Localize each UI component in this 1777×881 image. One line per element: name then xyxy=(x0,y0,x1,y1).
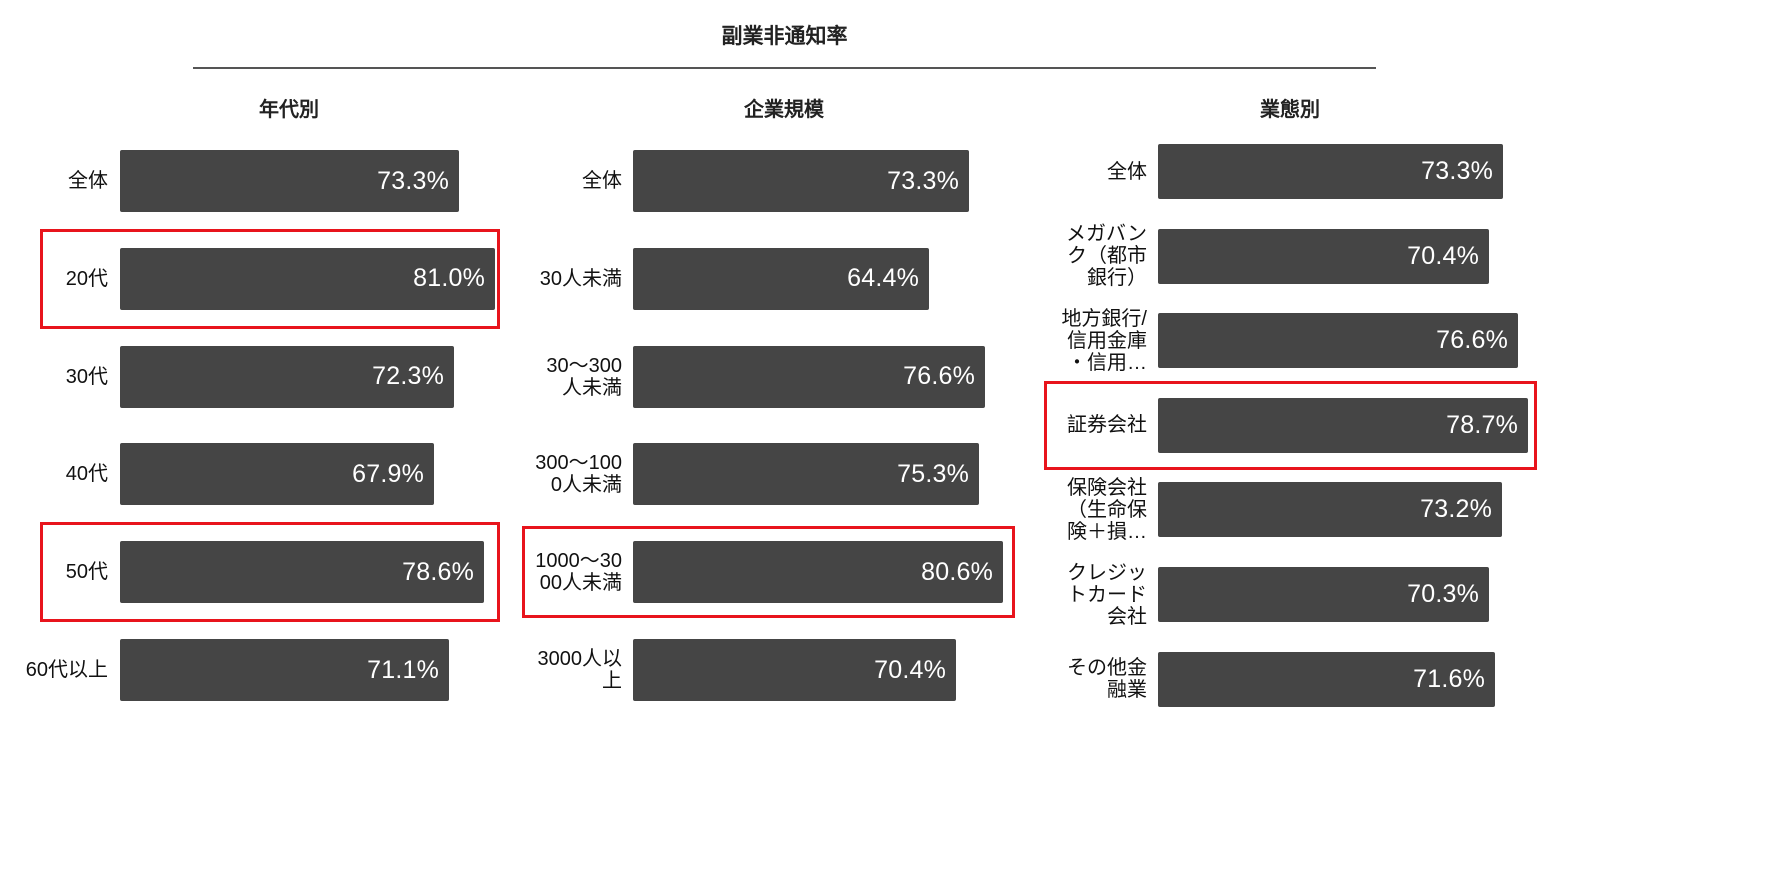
chart-title: 副業非通知率 xyxy=(721,23,848,48)
category-label: メガバン ク（都市 銀行） xyxy=(1037,223,1147,289)
category-label: 保険会社 （生命保 険＋損… xyxy=(1037,477,1147,543)
bar-value-label: 64.4% xyxy=(847,264,919,293)
category-label: 50代 xyxy=(0,541,108,603)
bar: 67.9% xyxy=(120,443,434,506)
bar-value-label: 78.6% xyxy=(402,557,474,586)
bar: 71.1% xyxy=(120,639,449,701)
category-label: 3000人以 上 xyxy=(512,639,623,701)
category-label-text: 保険会社 （生命保 険＋損… xyxy=(1067,476,1147,543)
category-label-text: 30人未満 xyxy=(539,267,622,290)
bar-value-label: 76.6% xyxy=(1436,326,1508,355)
bar-value-label: 72.3% xyxy=(372,362,444,391)
category-label: 30人未満 xyxy=(512,248,622,310)
bar-value-label: 70.4% xyxy=(1407,241,1479,270)
bar: 76.6% xyxy=(633,345,985,408)
bar: 75.3% xyxy=(633,443,979,506)
category-label-text: 全体 xyxy=(1107,160,1147,183)
category-label: 地方銀行/ 信用金庫 ・信用… xyxy=(1037,308,1147,374)
title-divider xyxy=(193,67,1376,69)
bar-value-label: 70.3% xyxy=(1407,580,1479,608)
panel-title: 企業規模 xyxy=(744,97,824,121)
bar-value-label: 75.3% xyxy=(897,459,969,488)
bar: 64.4% xyxy=(633,247,929,310)
category-label-text: 20代 xyxy=(65,267,108,290)
bar: 76.6% xyxy=(1158,313,1518,369)
category-label: 全体 xyxy=(0,150,108,212)
bar: 72.3% xyxy=(120,345,454,408)
bar: 73.3% xyxy=(1158,144,1503,199)
category-label: 60代以上 xyxy=(0,639,108,701)
category-label: 全体 xyxy=(1037,144,1147,199)
category-label: 30代 xyxy=(0,346,108,408)
bar-value-label: 81.0% xyxy=(413,264,485,293)
bar: 81.0% xyxy=(120,247,495,310)
bar: 73.3% xyxy=(120,150,459,212)
panel-title: 年代別 xyxy=(259,97,319,121)
bar-value-label: 71.6% xyxy=(1413,664,1485,693)
category-label: 30〜300 人未満 xyxy=(512,346,622,408)
category-label-text: 60代以上 xyxy=(25,659,108,681)
bar-value-label: 73.3% xyxy=(1421,157,1493,185)
category-label-text: 30代 xyxy=(65,365,108,388)
category-label: クレジッ トカード 会社 xyxy=(1037,562,1147,628)
category-label: 40代 xyxy=(0,443,108,505)
category-label-text: 全体 xyxy=(582,170,622,192)
panel-title: 業態別 xyxy=(1260,97,1320,121)
bar: 78.7% xyxy=(1158,397,1528,453)
category-label-text: 全体 xyxy=(68,170,108,192)
category-label: 20代 xyxy=(0,248,108,310)
category-label-text: その他金 融業 xyxy=(1067,657,1147,702)
category-label-text: クレジッ トカード 会社 xyxy=(1067,561,1147,628)
bar-value-label: 73.3% xyxy=(377,166,449,195)
bar: 80.6% xyxy=(633,541,1003,604)
bar: 71.6% xyxy=(1158,651,1495,707)
bar-value-label: 80.6% xyxy=(921,557,993,586)
bar-value-label: 73.3% xyxy=(887,166,959,195)
category-label: 証券会社 xyxy=(1037,398,1147,453)
category-label-text: 地方銀行/ 信用金庫 ・信用… xyxy=(1061,307,1147,374)
bar: 70.4% xyxy=(1158,228,1489,284)
category-label-text: 50代 xyxy=(65,561,108,584)
category-label-text: 300〜100 0人未満 xyxy=(535,452,622,497)
bar: 70.4% xyxy=(633,639,956,701)
category-label: 全体 xyxy=(512,150,622,212)
category-label-text: 証券会社 xyxy=(1067,414,1147,437)
category-label: その他金 融業 xyxy=(1037,652,1147,707)
bar-value-label: 70.4% xyxy=(874,655,946,684)
category-label-text: 40代 xyxy=(65,463,108,486)
bar-value-label: 78.7% xyxy=(1446,410,1518,439)
category-label-text: メガバン ク（都市 銀行） xyxy=(1066,223,1147,290)
bar-value-label: 71.1% xyxy=(367,655,439,684)
bar: 73.2% xyxy=(1158,482,1502,538)
bar: 78.6% xyxy=(120,541,484,604)
bar-value-label: 67.9% xyxy=(352,459,424,488)
category-label: 300〜100 0人未満 xyxy=(512,443,622,505)
bar-value-label: 73.2% xyxy=(1420,495,1492,524)
category-label: 1000〜30 00人未満 xyxy=(512,541,622,603)
bar: 70.3% xyxy=(1158,567,1489,622)
category-label-text: 3000人以 上 xyxy=(537,648,623,692)
category-label-text: 30〜300 人未満 xyxy=(546,354,622,399)
bar-value-label: 76.6% xyxy=(903,362,975,391)
bar: 73.3% xyxy=(633,150,969,212)
category-label-text: 1000〜30 00人未満 xyxy=(535,550,622,595)
